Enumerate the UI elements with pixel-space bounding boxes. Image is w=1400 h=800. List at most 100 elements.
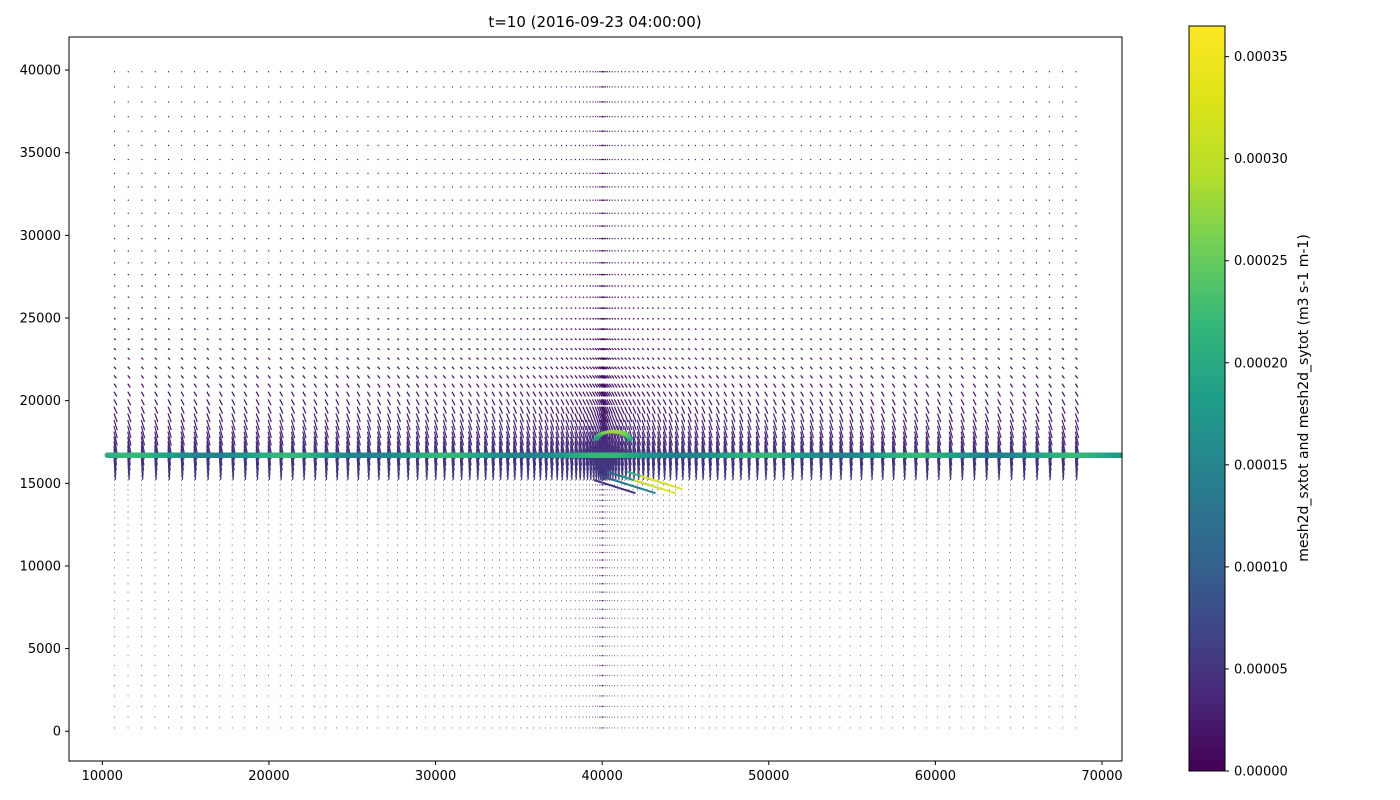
vector-arrow xyxy=(459,374,464,379)
vector-arrow xyxy=(231,357,235,361)
vector-arrow xyxy=(406,406,411,414)
vector-arrow xyxy=(267,347,271,351)
vector-arrow xyxy=(335,431,340,446)
vector-arrow xyxy=(346,406,351,414)
vector-arrow xyxy=(570,296,573,299)
vector-arrow xyxy=(193,406,198,414)
vector-arrow xyxy=(519,413,524,423)
vector-arrow xyxy=(544,317,547,320)
vector-arrow xyxy=(267,366,271,370)
vector-arrow xyxy=(386,413,392,423)
vector-arrow xyxy=(491,406,496,414)
vector-arrow xyxy=(491,328,494,331)
vector-arrow xyxy=(193,431,198,446)
vector-arrow xyxy=(290,419,296,431)
vector-arrow xyxy=(468,347,471,351)
vector-arrow xyxy=(167,338,171,341)
vector-arrow xyxy=(397,328,400,331)
vector-arrow xyxy=(532,328,535,331)
vector-arrow xyxy=(243,406,248,414)
vector-arrow xyxy=(526,406,531,414)
vector-arrow xyxy=(206,419,211,431)
vector-arrow xyxy=(532,383,537,388)
vector-arrow xyxy=(476,338,479,341)
vector-arrow xyxy=(434,307,437,310)
vector-arrow xyxy=(290,406,296,414)
vector-arrow xyxy=(324,383,329,388)
vector-arrow xyxy=(335,419,340,431)
vector-arrow xyxy=(598,307,601,310)
vector-arrow xyxy=(578,296,581,299)
vector-arrow xyxy=(415,391,420,397)
vector-arrow xyxy=(206,406,211,414)
vector-arrow xyxy=(291,307,294,310)
vector-arrow xyxy=(532,419,537,431)
vector-arrow xyxy=(582,307,585,310)
vector-arrow xyxy=(555,328,558,331)
vector-arrow xyxy=(519,406,524,414)
vector-arrow xyxy=(140,357,144,361)
vector-arrow xyxy=(600,347,603,351)
vector-arrow xyxy=(570,328,573,331)
vector-arrow xyxy=(555,431,560,446)
vector-arrow xyxy=(585,406,590,414)
vector-arrow xyxy=(550,383,554,388)
vector-arrow xyxy=(442,436,447,453)
vector-arrow xyxy=(302,436,307,453)
vector-arrow xyxy=(180,338,184,341)
vector-arrow xyxy=(406,374,410,379)
vector-arrow xyxy=(206,425,211,439)
vector-arrow xyxy=(367,328,370,331)
vector-arrow xyxy=(498,406,503,414)
vector-arrow xyxy=(302,399,307,406)
vector-arrow xyxy=(415,436,420,453)
vector-arrow xyxy=(451,425,456,439)
vector-arrow xyxy=(596,366,600,370)
vector-arrow xyxy=(592,296,594,299)
vector-arrow xyxy=(167,328,170,331)
vector-arrow xyxy=(243,347,247,351)
vector-arrow xyxy=(589,366,593,370)
vector-arrow xyxy=(544,391,549,397)
vector-arrow xyxy=(180,366,184,370)
vector-arrow xyxy=(180,406,185,414)
vector-arrow xyxy=(550,366,554,370)
vector-arrow xyxy=(127,419,132,431)
vector-arrow xyxy=(483,366,487,370)
vector-arrow xyxy=(193,357,197,361)
vector-arrow xyxy=(180,317,183,320)
vector-arrow xyxy=(592,317,595,320)
vector-arrow xyxy=(555,413,560,423)
vector-arrow xyxy=(387,399,391,406)
vector-arrow xyxy=(367,338,370,341)
vector-arrow xyxy=(167,399,172,406)
vector-arrow xyxy=(396,436,401,453)
vector-arrow xyxy=(140,383,145,388)
vector-arrow xyxy=(366,391,371,397)
vector-arrow xyxy=(574,307,577,310)
vector-arrow xyxy=(206,296,209,299)
vector-arrow xyxy=(313,328,316,331)
vector-arrow xyxy=(231,374,235,379)
vector-arrow xyxy=(491,317,494,320)
vector-arrow xyxy=(406,383,410,388)
vector-arrow xyxy=(602,383,606,388)
vector-arrow xyxy=(206,431,211,446)
vector-arrow xyxy=(313,413,318,423)
vector-arrow xyxy=(140,374,145,379)
vector-arrow xyxy=(442,328,446,331)
vector-arrow xyxy=(387,296,390,299)
vector-arrow xyxy=(313,296,316,299)
vector-arrow xyxy=(519,347,523,351)
vector-arrow xyxy=(433,406,439,414)
vector-arrow xyxy=(451,357,455,361)
vector-arrow xyxy=(574,399,579,406)
vector-arrow xyxy=(442,399,447,406)
vector-field xyxy=(104,71,1122,729)
vector-arrow xyxy=(154,366,158,370)
vector-arrow xyxy=(519,436,524,453)
vector-arrow xyxy=(377,357,381,361)
vector-arrow xyxy=(555,347,559,351)
vector-arrow xyxy=(549,431,555,446)
vector-arrow xyxy=(585,425,591,439)
